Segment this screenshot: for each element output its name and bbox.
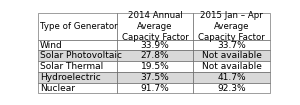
Bar — [38, 83, 117, 93]
Bar — [117, 40, 193, 50]
Bar — [38, 13, 117, 40]
Text: 91.7%: 91.7% — [140, 84, 169, 93]
Bar — [117, 61, 193, 72]
Text: 33.7%: 33.7% — [217, 41, 246, 50]
Text: 2014 Annual
Average
Capacity Factor: 2014 Annual Average Capacity Factor — [122, 10, 188, 42]
Bar — [117, 83, 193, 93]
Bar — [193, 13, 270, 40]
Text: 92.3%: 92.3% — [217, 84, 246, 93]
Bar — [38, 72, 117, 83]
Text: 27.8%: 27.8% — [141, 51, 169, 60]
Text: Nuclear: Nuclear — [40, 84, 75, 93]
Text: Solar Photovoltaic: Solar Photovoltaic — [40, 51, 122, 60]
Bar — [193, 40, 270, 50]
Text: Not available: Not available — [202, 51, 262, 60]
Text: Wind: Wind — [40, 41, 63, 50]
Bar — [193, 61, 270, 72]
Bar — [193, 83, 270, 93]
Bar — [117, 13, 193, 40]
Bar — [38, 40, 117, 50]
Text: 2015 Jan – Apr
Average
Capacity Factor: 2015 Jan – Apr Average Capacity Factor — [198, 10, 265, 42]
Text: 41.7%: 41.7% — [217, 73, 246, 82]
Bar — [193, 50, 270, 61]
Bar — [117, 50, 193, 61]
Bar — [193, 72, 270, 83]
Text: Not available: Not available — [202, 62, 262, 71]
Text: Type of Generator: Type of Generator — [40, 22, 118, 31]
Text: 33.9%: 33.9% — [140, 41, 169, 50]
Bar — [38, 50, 117, 61]
Bar — [117, 72, 193, 83]
Text: 19.5%: 19.5% — [140, 62, 169, 71]
Text: Solar Thermal: Solar Thermal — [40, 62, 103, 71]
Bar — [38, 61, 117, 72]
Text: 37.5%: 37.5% — [140, 73, 169, 82]
Text: Hydroelectric: Hydroelectric — [40, 73, 100, 82]
